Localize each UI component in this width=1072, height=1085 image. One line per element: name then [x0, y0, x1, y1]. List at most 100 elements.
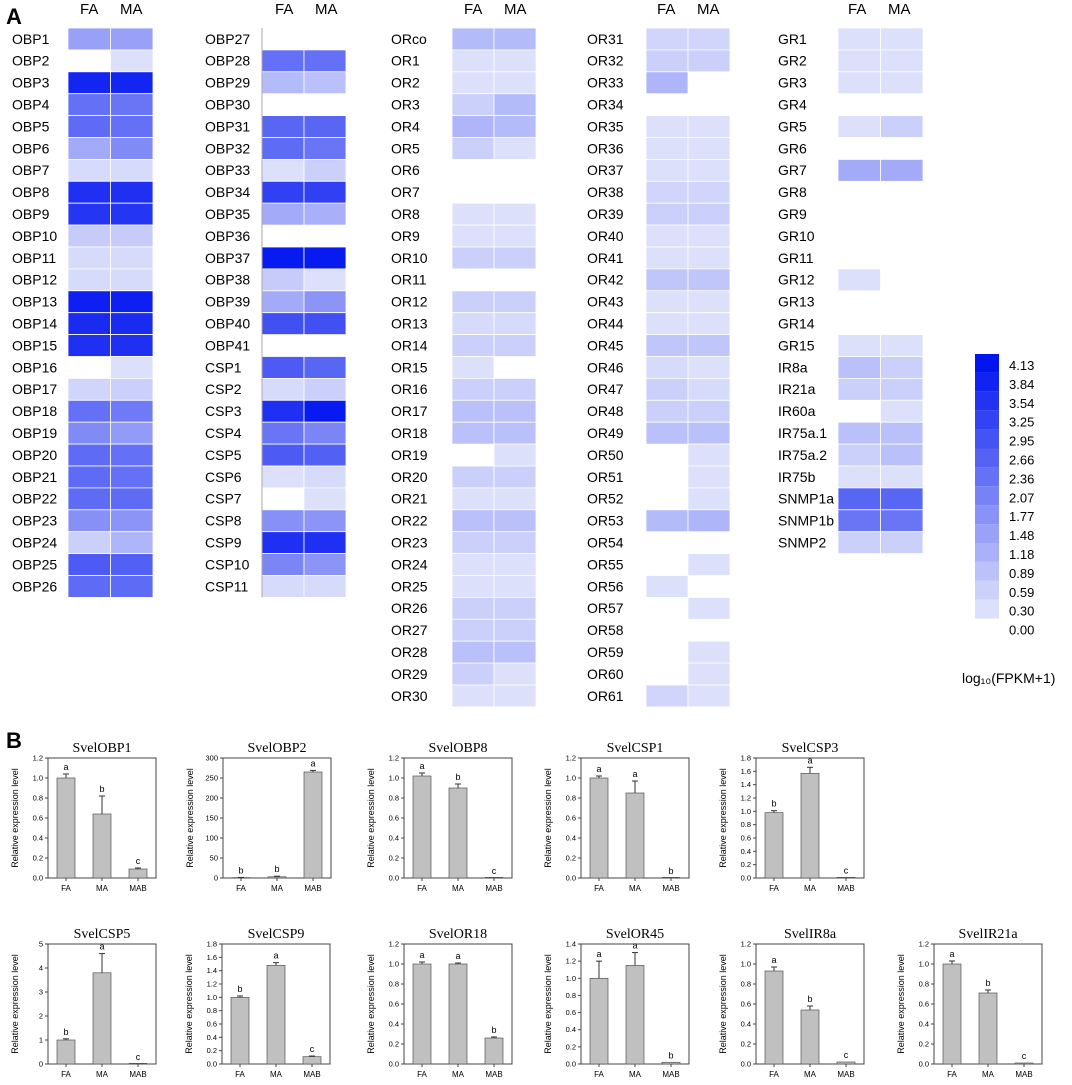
x-tick-label: MAB [303, 1070, 320, 1079]
y-axis-label: Relative expression level [10, 954, 20, 1054]
heatmap-cell [303, 575, 347, 598]
heatmap-cell [261, 137, 305, 160]
heatmap-4: FA MA OR31 OR32 OR33 OR34 OR35 OR36 OR37 OR38 OR39… [587, 1, 731, 708]
heatmap-cell [303, 158, 347, 182]
colorbar-tick-label: 0.89 [1009, 566, 1034, 581]
bar [764, 812, 784, 879]
y-tick-label: 1.0 [741, 807, 751, 816]
heatmap-cell [110, 115, 154, 138]
colorbar: 4.13 3.84 3.54 3.25 2.95 2.66 2.36 2.07 1.77 1.48… [962, 354, 1055, 686]
heatmap-cell [493, 443, 537, 467]
y-tick-label: 0.4 [741, 847, 751, 856]
y-tick-label: 1.0 [389, 960, 399, 969]
heatmap-row-label: OR19 [391, 447, 428, 463]
heatmap-cell [303, 312, 347, 336]
y-tick-label: 1 [39, 1036, 43, 1045]
heatmap-cell [837, 71, 881, 95]
heatmap-row-label: OR11 [391, 272, 427, 288]
panel-b-label: B [6, 728, 22, 753]
x-tick-label: MA [804, 884, 817, 893]
y-tick-label: 0.2 [919, 1040, 929, 1049]
significance-letter: b [99, 784, 104, 794]
heatmap-cell [110, 443, 154, 467]
heatmap-row-label: OR3 [391, 96, 420, 112]
heatmap-row-label: IR75a.1 [778, 425, 827, 441]
heatmap-row-label: OBP5 [12, 118, 50, 134]
heatmap-cell [837, 115, 881, 138]
heatmap-cell [880, 115, 924, 138]
heatmap-row-label: OBP15 [12, 337, 57, 353]
heatmap-cell [110, 509, 154, 533]
colorbar-swatch [975, 354, 999, 373]
heatmap-cell [110, 553, 154, 576]
heatmap-row-label: OR6 [391, 162, 420, 178]
heatmap-cell [493, 115, 537, 138]
heatmap-row-label: OR45 [587, 337, 624, 353]
heatmap-row-label: OR2 [391, 75, 420, 91]
heatmap-row-label: CSP1 [205, 359, 242, 375]
x-tick-label: MAB [1015, 1070, 1032, 1079]
heatmap-row-label: OR8 [391, 206, 420, 222]
y-tick-label: 0.8 [389, 794, 399, 803]
heatmap-cell [493, 509, 537, 533]
heatmap-cell [67, 290, 111, 314]
heatmap-cell [67, 553, 111, 576]
heatmap-row-label: GR10 [778, 228, 815, 244]
y-tick-label: 0.4 [389, 1020, 399, 1029]
colorbar-tick-label: 2.36 [1009, 471, 1034, 486]
heatmap-cell [687, 640, 731, 664]
heatmap-row-label: OR59 [587, 644, 624, 660]
heatmap-cell [880, 465, 924, 489]
bar [56, 1039, 76, 1065]
y-tick-label: 1.4 [566, 940, 576, 949]
y-axis-label: Relative expression level [184, 954, 194, 1054]
heatmap-column-label: MA [888, 1, 911, 18]
bar [800, 1009, 820, 1065]
bar-chart-title: SvelOR18 [429, 927, 487, 942]
heatmap-cell [837, 377, 881, 401]
y-tick-label: 0.8 [741, 820, 751, 829]
y-tick-label: 0.2 [389, 1040, 399, 1049]
heatmap-cell [645, 115, 689, 138]
heatmap-cell [837, 443, 881, 467]
x-tick-label: MAB [837, 884, 854, 893]
y-tick-label: 0.6 [33, 814, 43, 823]
y-tick-label: 0.0 [389, 1060, 399, 1069]
heatmap-cell [880, 421, 924, 445]
y-tick-label: 1.2 [741, 940, 751, 949]
heatmap-cell [493, 27, 537, 51]
heatmap-cell [837, 509, 881, 533]
heatmap-cell [493, 93, 537, 116]
heatmap-cell [645, 158, 689, 182]
heatmap-cell [303, 180, 347, 204]
heatmap-cell [303, 202, 347, 226]
heatmap-cell [880, 509, 924, 533]
significance-letter: a [455, 951, 460, 961]
y-tick-label: 0.2 [207, 1046, 217, 1055]
heatmap-row-label: GR12 [778, 272, 815, 288]
heatmap-cell [837, 531, 881, 555]
significance-letter: c [844, 865, 849, 875]
heatmap-cell [67, 158, 111, 182]
colorbar-tick-label: 2.66 [1009, 453, 1034, 468]
heatmap-cell [645, 356, 689, 379]
colorbar-tick-label: 3.54 [1009, 396, 1034, 411]
significance-letter: a [419, 761, 424, 771]
heatmap-row-label: OR22 [391, 513, 428, 529]
heatmap-cell [110, 531, 154, 555]
heatmap-cell [261, 399, 305, 423]
heatmap-row-label: OBP26 [12, 578, 57, 594]
heatmap-cell [261, 377, 305, 401]
y-tick-label: 0.4 [566, 834, 576, 843]
heatmap-row-label: OBP37 [205, 250, 250, 266]
y-tick-label: 1.0 [919, 960, 929, 969]
heatmap-row-label: IR75b [778, 469, 816, 485]
bar [942, 963, 962, 1065]
heatmap-cell [493, 290, 537, 314]
heatmap-cell [645, 202, 689, 226]
heatmap-cell [67, 421, 111, 445]
heatmap-row-label: OR32 [587, 53, 624, 69]
heatmap-cell [110, 334, 154, 357]
heatmap-cell [451, 202, 495, 226]
x-tick-label: MA [96, 1070, 109, 1079]
